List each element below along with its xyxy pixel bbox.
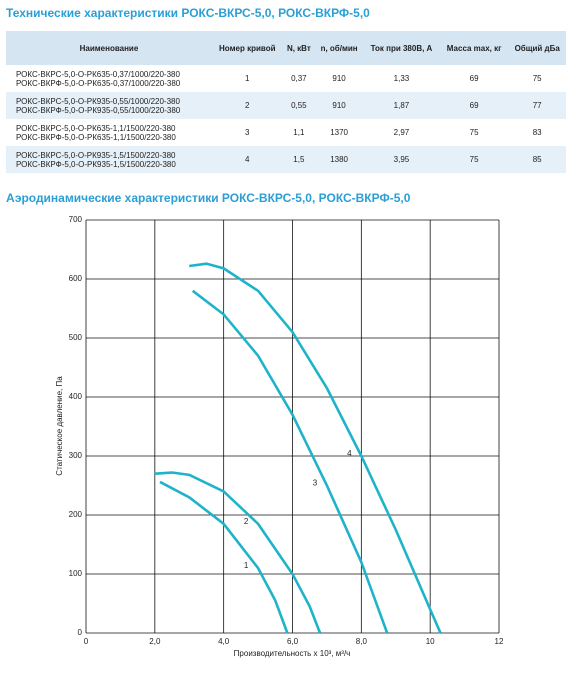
- model-name: РОКС-ВКРС-5,0-О-РК635-0,37/1000/220-380: [16, 69, 180, 79]
- cell: 0,37: [291, 74, 307, 83]
- row: РОКС-ВКРС-5,0-О-РК635-0,37/1000/220-380 Р…: [6, 65, 566, 92]
- curve-label: 1: [244, 561, 249, 570]
- model-name: РОКС-ВКРФ-5,0-О-РК935-0,55/1000/220-380: [16, 105, 181, 115]
- row: РОКС-ВКРС-5,0-О-РК935-0,55/1000/220-380 Р…: [6, 92, 566, 119]
- cell: 1370: [330, 128, 348, 137]
- curve-label: 2: [244, 517, 249, 526]
- y-tick-label: 500: [69, 333, 83, 342]
- y-tick-label: 200: [69, 510, 83, 519]
- cell: 1,1: [293, 128, 305, 137]
- cell: 85: [508, 146, 566, 173]
- model-name: РОКС-ВКРФ-5,0-О-РК635-1,1/1500/220-380: [16, 132, 176, 142]
- cell: 1,87: [363, 92, 440, 119]
- cell: 83: [532, 128, 542, 137]
- row: РОКС-ВКРС-5,0-О-РК935-1,5/1500/220-380 РО…: [6, 146, 566, 173]
- cell: 3: [245, 128, 250, 137]
- curve: [189, 262, 442, 634]
- cell: 2,97: [393, 128, 410, 137]
- cell: 75: [439, 146, 509, 173]
- cell: 1,5: [282, 146, 316, 173]
- model-name: РОКС-ВКРС-5,0-О-РК935-0,55/1000/220-380: [16, 96, 180, 106]
- x-tick-label: 10: [426, 637, 435, 646]
- name-cell: РОКС-ВКРС-5,0-О-РК635-0,37/1000/220-380 Р…: [6, 65, 212, 92]
- name-cell: РОКС-ВКРС-5,0-О-РК935-0,55/1000/220-380 Р…: [6, 92, 212, 119]
- cell: 69: [439, 92, 509, 119]
- y-tick-label: 100: [69, 569, 83, 578]
- curve: [191, 289, 389, 634]
- cell: 3,95: [363, 146, 440, 173]
- x-tick-label: 8,0: [356, 637, 368, 646]
- name-cell: РОКС-ВКРС-5,0-О-РК935-1,5/1500/220-380 РО…: [6, 146, 212, 173]
- model-name: РОКС-ВКРС-5,0-О-РК935-1,5/1500/220-380: [16, 150, 176, 160]
- y-tick-label: 600: [69, 274, 83, 283]
- chart-title: Аэродинамические характеристики РОКС-ВКР…: [6, 191, 411, 205]
- chart: Производительность х 10³, м³/ч Статическ…: [55, 215, 504, 658]
- curve-label: 4: [347, 449, 352, 458]
- x-tick-label: 12: [495, 637, 504, 646]
- cell: 910: [315, 92, 364, 119]
- cell: 69: [469, 74, 479, 83]
- cell: 1: [245, 74, 250, 83]
- y-tick-label: 700: [69, 215, 83, 224]
- spec-table: Наименование Номер кривой N, кВт n, об/мин Т…: [6, 31, 566, 173]
- curve: [159, 480, 289, 634]
- curve-label: 3: [313, 479, 318, 488]
- cell: 75: [532, 74, 542, 83]
- header-cell: Наименование: [6, 31, 212, 65]
- cell: 0,55: [282, 92, 316, 119]
- cell: 1,33: [393, 74, 410, 83]
- header-cell: Масса max, кг: [439, 31, 509, 65]
- model-name: РОКС-ВКРС-5,0-О-РК635-1,1/1500/220-380: [16, 123, 176, 133]
- y-tick-label: 400: [69, 392, 83, 401]
- cell: 75: [469, 128, 479, 137]
- header-cell: Ток при 380В, А: [363, 31, 440, 65]
- x-tick-label: 2,0: [149, 637, 161, 646]
- row: РОКС-ВКРС-5,0-О-РК635-1,1/1500/220-380 РО…: [6, 119, 566, 146]
- cell: 2: [211, 92, 283, 119]
- x-tick-label: 0: [84, 637, 89, 646]
- cell: 77: [508, 92, 566, 119]
- model-name: РОКС-ВКРФ-5,0-О-РК935-1,5/1500/220-380: [16, 159, 176, 169]
- y-axis-label: Статическое давление, Па: [55, 376, 64, 476]
- header-cell: n, об/мин: [315, 31, 364, 65]
- x-tick-label: 6,0: [287, 637, 299, 646]
- header-cell: Общий дБа: [508, 31, 566, 65]
- y-tick-label: 300: [69, 451, 83, 460]
- x-tick-label: 4,0: [218, 637, 230, 646]
- cell: 1380: [315, 146, 364, 173]
- header-cell: Номер кривой: [211, 31, 283, 65]
- x-axis-label: Производительность х 10³, м³/ч: [234, 649, 351, 658]
- header-cell: N, кВт: [282, 31, 316, 65]
- name-cell: РОКС-ВКРС-5,0-О-РК635-1,1/1500/220-380 РО…: [6, 119, 212, 146]
- curve: [154, 471, 322, 634]
- title: Технические характеристики РОКС-ВКРС-5,0…: [6, 6, 370, 20]
- cell: 910: [332, 74, 346, 83]
- cell: 4: [211, 146, 283, 173]
- model-name: РОКС-ВКРФ-5,0-О-РК635-0,37/1000/220-380: [16, 78, 181, 88]
- y-tick-label: 0: [78, 628, 83, 637]
